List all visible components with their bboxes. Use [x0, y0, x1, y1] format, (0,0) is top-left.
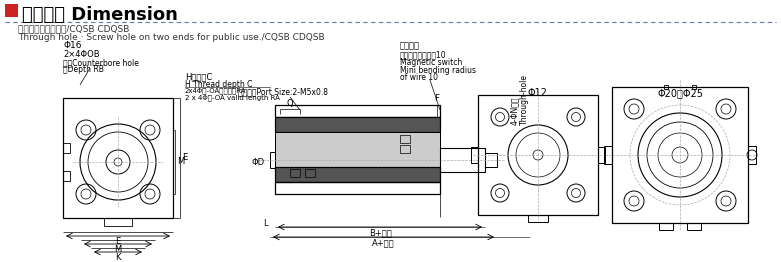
- Bar: [275, 117, 440, 132]
- Bar: [604, 146, 612, 164]
- Text: M: M: [114, 245, 122, 254]
- Bar: [400, 145, 410, 153]
- Text: 磁性开关: 磁性开关: [400, 41, 420, 50]
- Bar: [290, 169, 300, 177]
- Bar: [528, 215, 548, 222]
- Text: B+行程: B+行程: [369, 228, 391, 237]
- Text: Magnetic switch: Magnetic switch: [400, 58, 462, 67]
- Bar: [598, 147, 605, 163]
- Bar: [485, 153, 497, 167]
- Bar: [275, 182, 440, 194]
- Text: 深Depth RB: 深Depth RB: [63, 65, 104, 74]
- Text: Φ16: Φ16: [63, 41, 81, 50]
- Text: 2x4Φ中-OA有效长度RA: 2x4Φ中-OA有效长度RA: [185, 87, 247, 94]
- Bar: [275, 167, 440, 182]
- Bar: [748, 146, 756, 164]
- Text: Mini bending radius: Mini bending radius: [400, 66, 476, 75]
- Text: A+行程: A+行程: [373, 238, 395, 247]
- Text: 4-ΦN通孔: 4-ΦN通孔: [510, 96, 519, 125]
- Bar: [104, 218, 132, 226]
- Text: E: E: [116, 237, 120, 246]
- Bar: [275, 132, 440, 167]
- Text: M: M: [177, 157, 184, 166]
- Bar: [275, 117, 440, 132]
- Text: E: E: [182, 154, 187, 162]
- Text: Q: Q: [287, 99, 294, 108]
- Text: 2 x 4Φ中-OA valid length RA: 2 x 4Φ中-OA valid length RA: [185, 94, 280, 101]
- Text: K: K: [116, 253, 121, 262]
- Text: Φ12: Φ12: [528, 88, 548, 98]
- Text: Through-hole: Through-hole: [520, 74, 529, 125]
- Bar: [612, 87, 748, 223]
- Bar: [275, 167, 440, 182]
- Bar: [400, 135, 410, 143]
- Bar: [63, 143, 70, 153]
- Bar: [659, 223, 673, 230]
- Bar: [275, 132, 440, 167]
- Bar: [275, 105, 440, 117]
- Bar: [63, 171, 70, 181]
- Circle shape: [114, 158, 122, 166]
- Bar: [305, 169, 315, 177]
- Text: 外型尺寸 Dimension: 外型尺寸 Dimension: [22, 6, 178, 24]
- Text: L: L: [263, 219, 268, 228]
- Bar: [687, 223, 701, 230]
- Text: H Thread depth C: H Thread depth C: [185, 80, 252, 89]
- Text: 2×4ΦOB: 2×4ΦOB: [63, 50, 100, 59]
- Text: of wire 10: of wire 10: [400, 73, 438, 82]
- Text: 电线最小弯曲半径10: 电线最小弯曲半径10: [400, 50, 447, 59]
- Bar: [63, 98, 173, 218]
- Text: 沉孔Counterbore hole: 沉孔Counterbore hole: [63, 58, 139, 67]
- Text: ΦD: ΦD: [252, 158, 265, 167]
- Text: Through hole · Screw hole on two ends for public use./CQSB CDQSB: Through hole · Screw hole on two ends fo…: [18, 33, 325, 42]
- Text: 接管口径Port Size:2-M5x0.8: 接管口径Port Size:2-M5x0.8: [238, 87, 328, 96]
- Bar: [440, 148, 485, 172]
- Bar: [664, 85, 668, 89]
- Text: F: F: [434, 94, 440, 103]
- Bar: [471, 147, 478, 163]
- Text: 通孔・两端耓孔共用/CQSB CDQSB: 通孔・两端耓孔共用/CQSB CDQSB: [18, 24, 130, 33]
- Bar: [692, 85, 696, 89]
- Text: Φ20，Φ25: Φ20，Φ25: [657, 88, 703, 98]
- Text: H耓纹深C: H耓纹深C: [185, 72, 212, 81]
- Bar: [5, 4, 18, 17]
- Bar: [478, 95, 598, 215]
